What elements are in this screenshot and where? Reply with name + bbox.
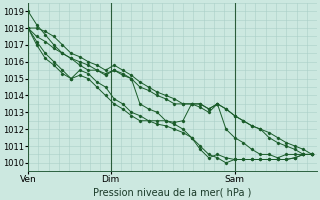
X-axis label: Pression niveau de la mer( hPa ): Pression niveau de la mer( hPa )	[93, 187, 252, 197]
